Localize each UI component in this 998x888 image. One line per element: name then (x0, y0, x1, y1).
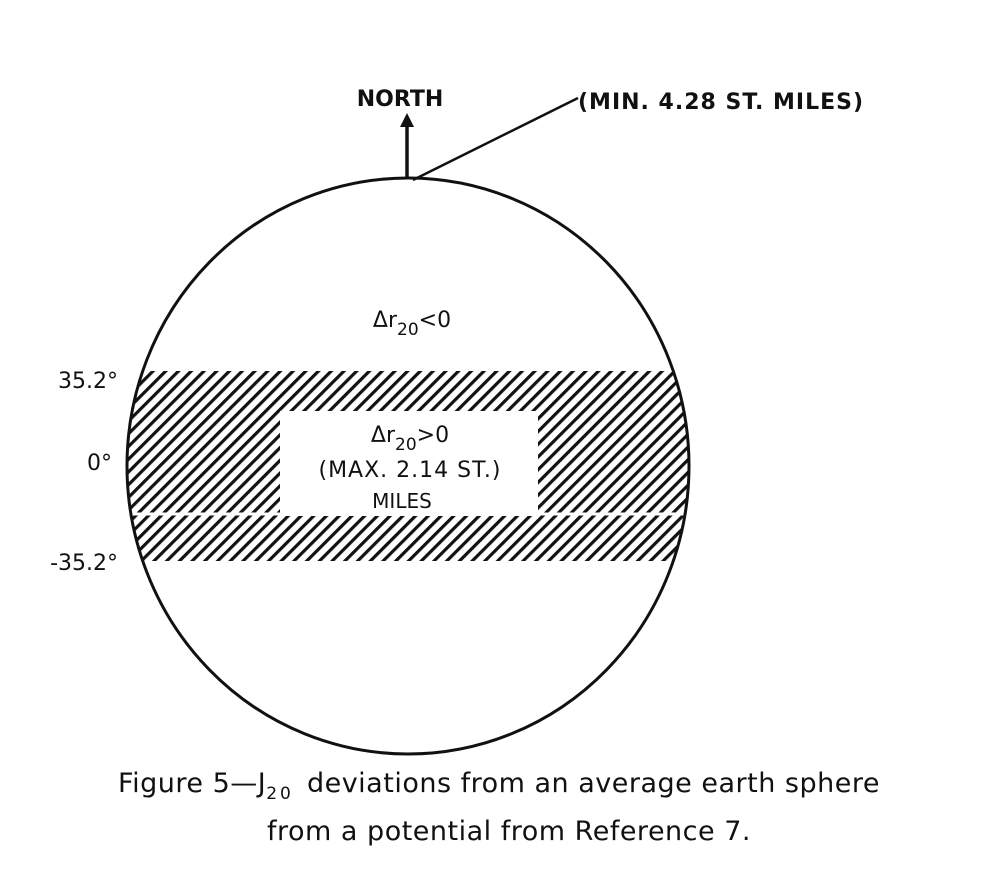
caption-line1-rest: deviations from an average earth sphere (306, 768, 880, 799)
north-arrow (400, 113, 414, 178)
caption-prefix: Figure 5—J (118, 768, 267, 799)
figure-caption: Figure 5—J20 deviations from an average … (0, 765, 998, 851)
min-deviation-label: (MIN. 4.28 ST. MILES) (578, 90, 864, 115)
max-deviation-label: (MAX. 2.14 ST.) (318, 458, 501, 483)
band-region-label: Δr20>0 (371, 423, 449, 455)
arrow-head-icon (400, 113, 414, 127)
north-label: NORTH (357, 87, 444, 112)
max-deviation-unit: MILES (372, 489, 432, 513)
caption-line2: from a potential from Reference 7. (267, 816, 751, 847)
latitude-label-south: -35.2° (50, 551, 118, 576)
latitude-label-equator: 0° (87, 451, 112, 476)
caption-subscript: 20 (266, 784, 294, 804)
band-label-box (280, 411, 538, 516)
latitude-label-north: 35.2° (58, 369, 118, 394)
min-leader-line (412, 96, 579, 182)
positive-deviation-band (127, 371, 689, 561)
north-region-label: Δr20<0 (373, 308, 451, 340)
